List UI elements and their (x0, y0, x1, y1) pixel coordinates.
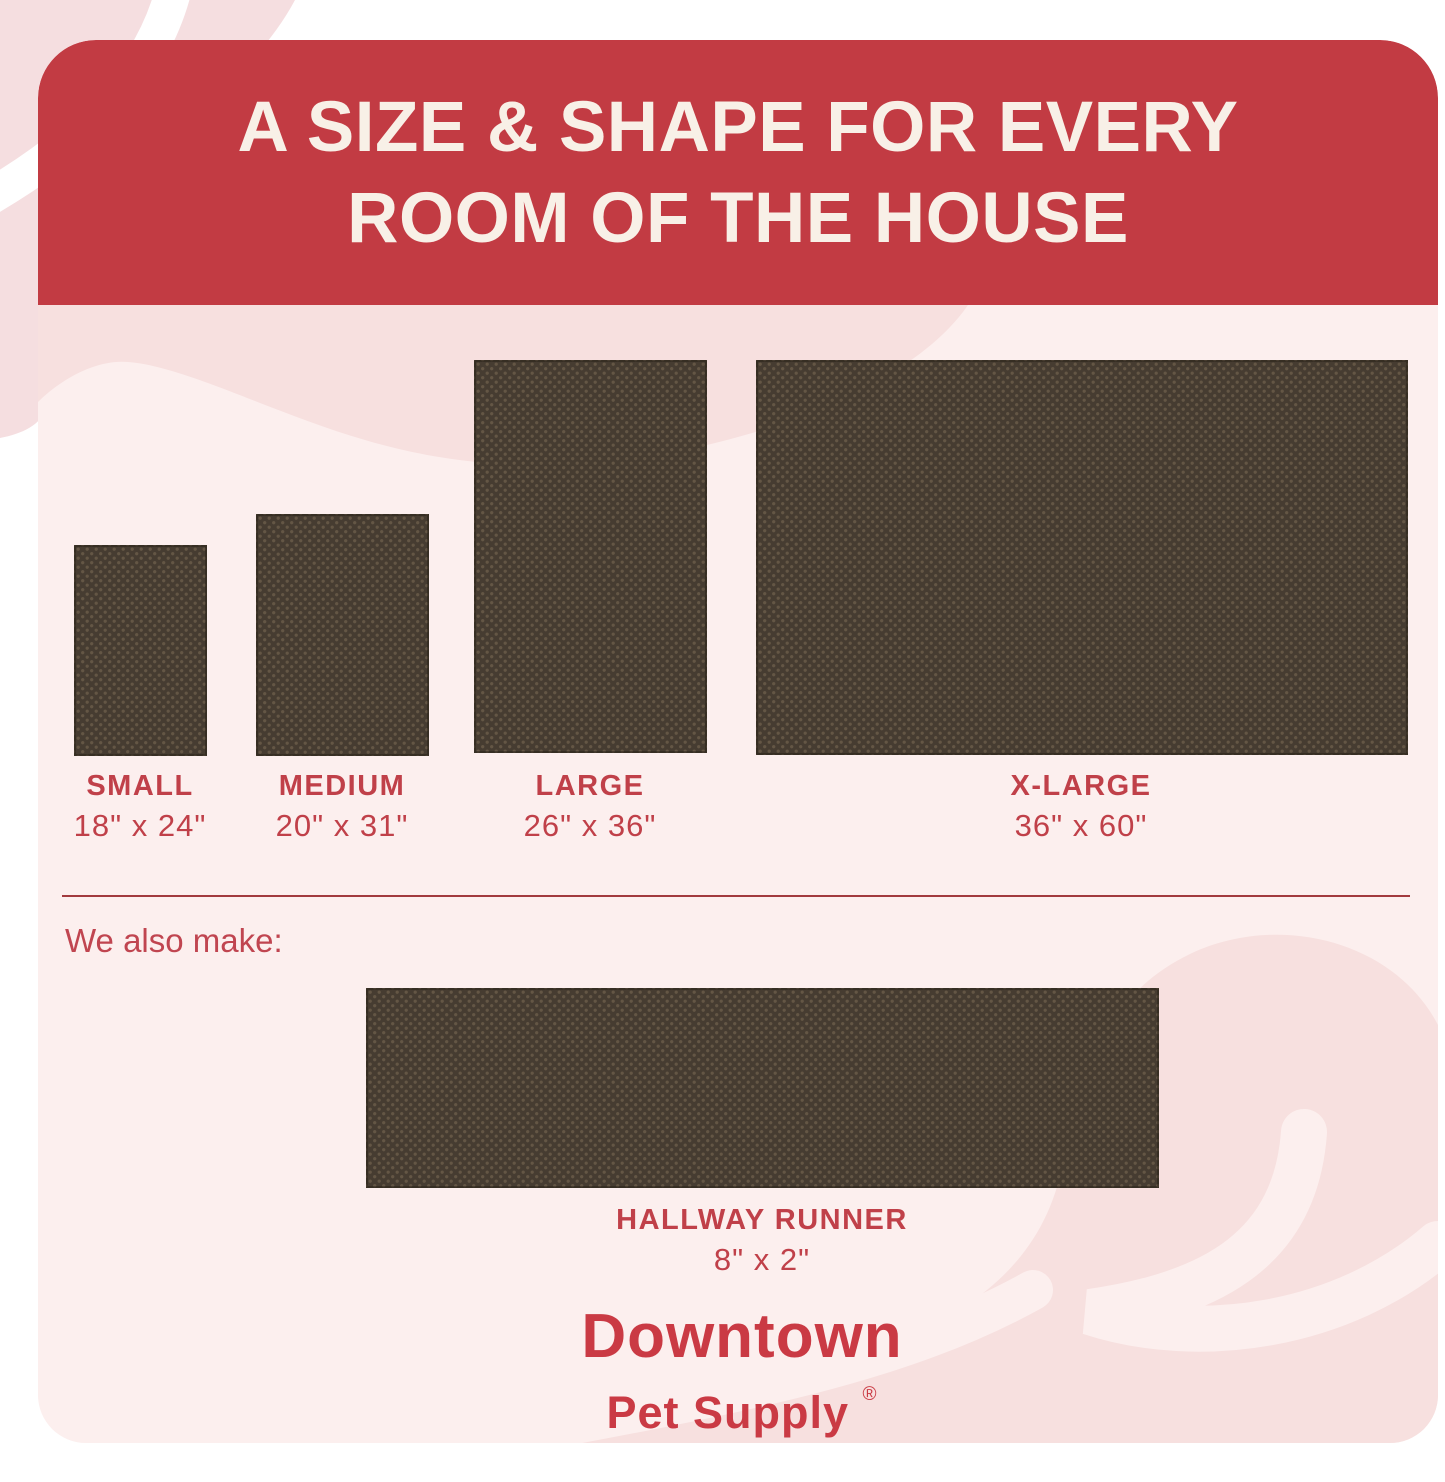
size-dimensions: 8" x 2" (713, 1242, 811, 1277)
size-dimensions: 18" x 24" (73, 808, 207, 843)
size-label-medium: MEDIUM 20" x 31" (182, 766, 502, 846)
brand-subname: Pet Supply ® (442, 1370, 1042, 1438)
header-banner: A SIZE & SHAPE FOR EVERY ROOM OF THE HOU… (38, 40, 1438, 305)
mat-medium (256, 514, 429, 756)
size-name: LARGE (535, 770, 645, 802)
size-label-large: LARGE 26" x 36" (430, 766, 750, 846)
mat-small (74, 545, 207, 756)
size-label-small: SMALL 18" x 24" (38, 766, 300, 846)
card-bone-swirl-decoration (38, 302, 1438, 1443)
registered-trademark-symbol: ® (862, 1384, 878, 1405)
we-also-make-label: We also make: (65, 922, 283, 959)
size-dimensions: 20" x 31" (275, 808, 409, 843)
brand-subname-text: Pet Supply (606, 1387, 850, 1438)
brand-name: Downtown (581, 1302, 903, 1371)
mat-x-large (756, 360, 1408, 755)
card: A SIZE & SHAPE FOR EVERY ROOM OF THE HOU… (38, 40, 1438, 1443)
size-name: X-LARGE (1010, 770, 1152, 802)
size-name: MEDIUM (278, 770, 406, 802)
size-name: HALLWAY RUNNER (616, 1204, 908, 1236)
page-title-line-2: ROOM OF THE HOUSE (347, 178, 1129, 258)
size-dimensions: 26" x 36" (523, 808, 657, 843)
mat-hallway-runner (366, 988, 1159, 1188)
mat-large (474, 360, 707, 753)
page-title-line-1: A SIZE & SHAPE FOR EVERY (237, 87, 1239, 167)
size-label-hallway-runner: HALLWAY RUNNER 8" x 2" (602, 1200, 922, 1280)
size-dimensions: 36" x 60" (1014, 808, 1148, 843)
brand-logo: Downtown Pet Supply ® (442, 1304, 1042, 1438)
size-name: SMALL (86, 770, 194, 802)
section-divider (62, 895, 1410, 897)
size-label-x-large: X-LARGE 36" x 60" (921, 766, 1241, 846)
